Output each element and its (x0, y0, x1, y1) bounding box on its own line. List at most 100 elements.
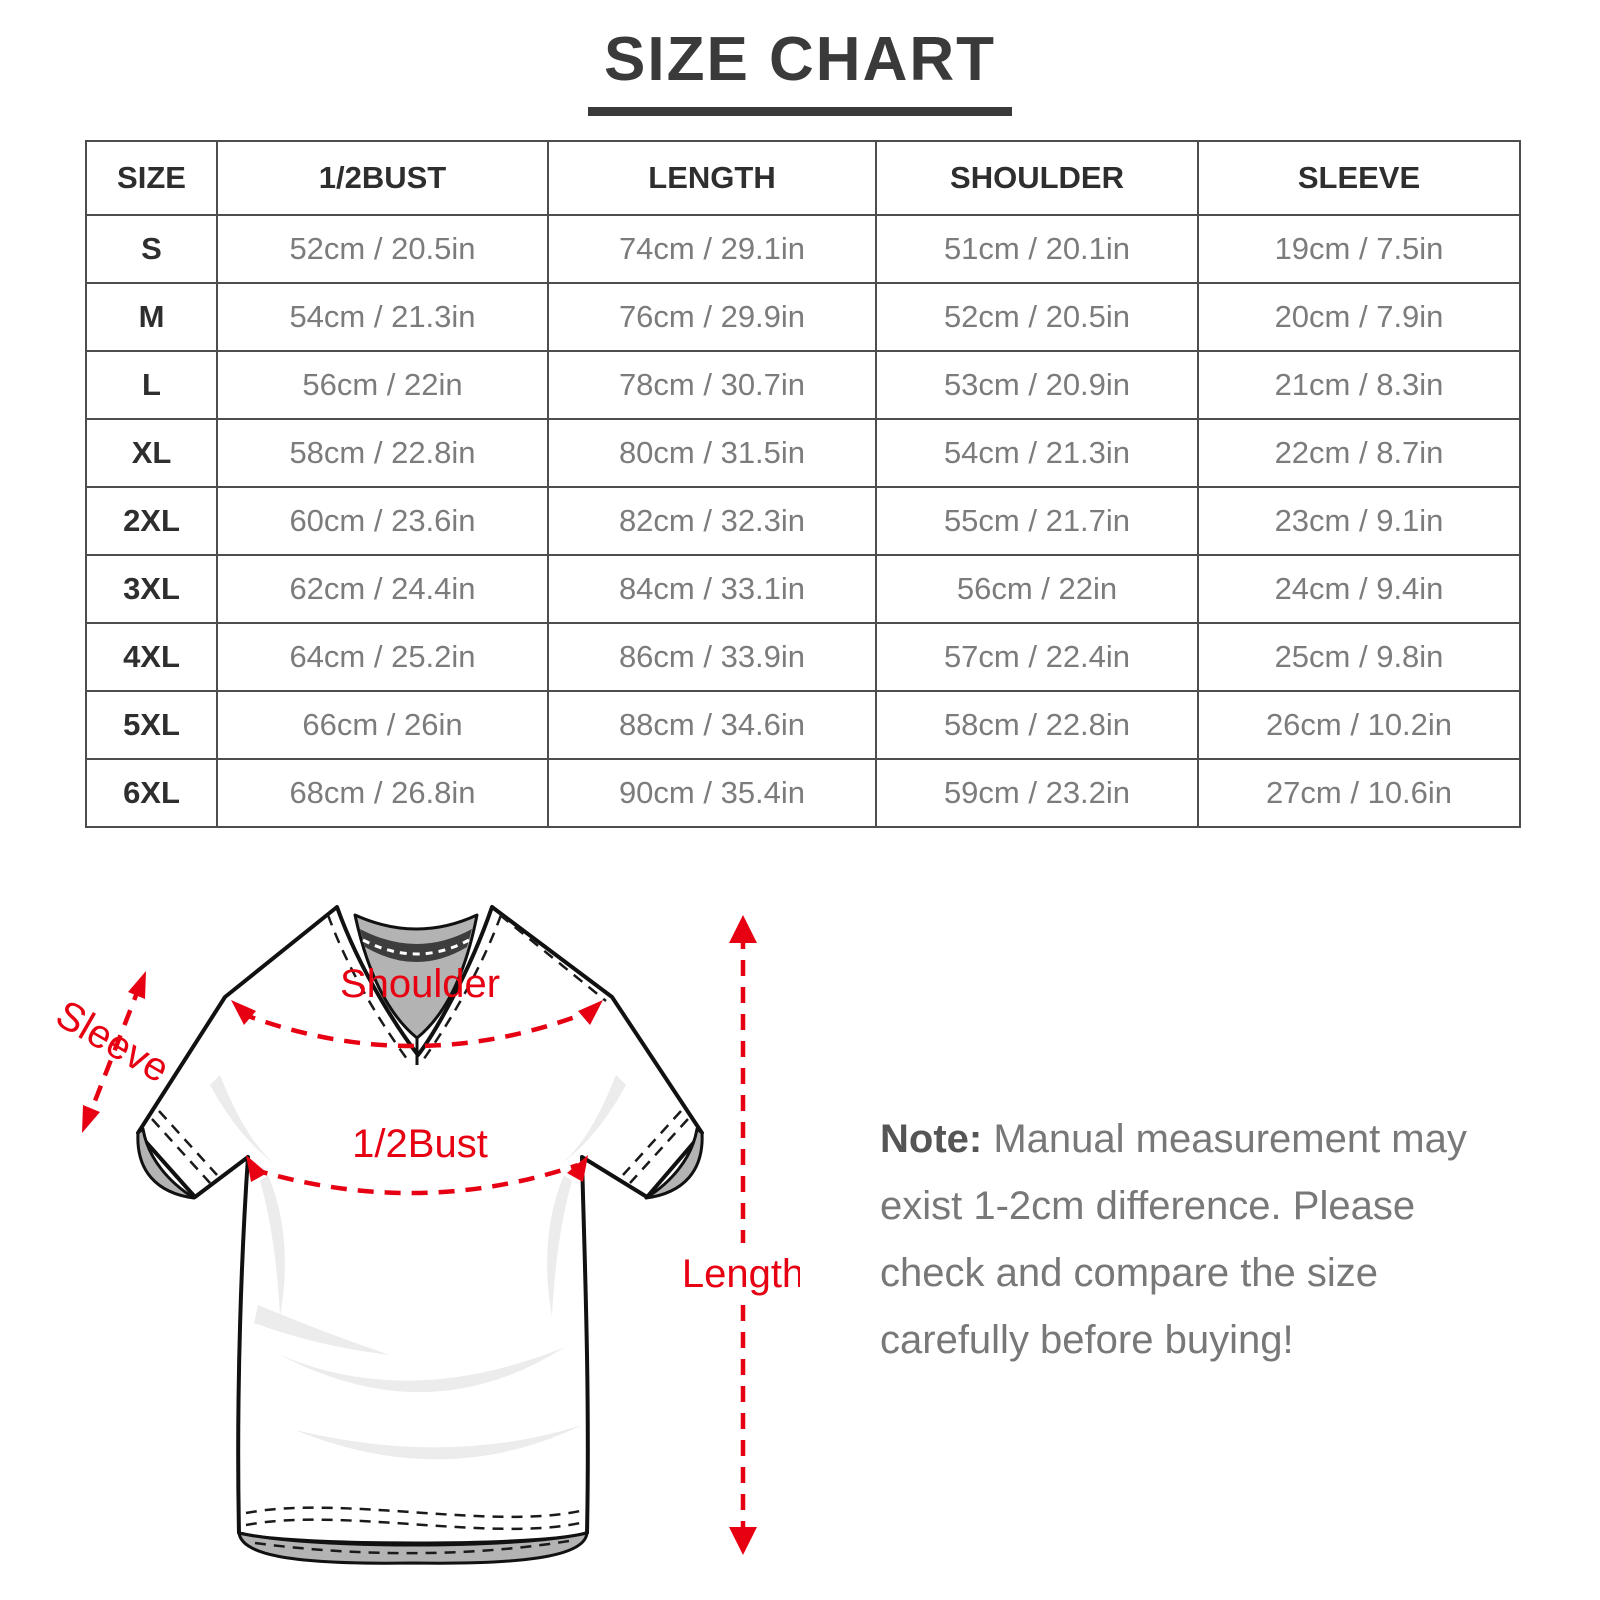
measurement-cell: 64cm / 25.2in (216, 622, 549, 692)
column-header: 1/2BUST (216, 140, 549, 216)
bust-measure-line (251, 1162, 579, 1196)
note-label: Note: (880, 1117, 983, 1161)
measurement-cell: 68cm / 26.8in (216, 758, 549, 828)
sleeve-stitching (622, 1110, 682, 1176)
size-cell: M (85, 282, 218, 352)
page-header: SIZE CHART (0, 24, 1600, 116)
measurement-cell: 80cm / 31.5in (547, 418, 877, 488)
fabric-wrinkle (260, 1175, 285, 1317)
arrowhead (567, 1155, 588, 1182)
bust-label: 1/2Bust (352, 1122, 488, 1166)
measurement-cell: 54cm / 21.3in (216, 282, 549, 352)
measurement-cell: 51cm / 20.1in (875, 214, 1199, 284)
table-row: S 52cm / 20.5in 74cm / 29.1in 51cm / 20.1in… (85, 214, 1521, 284)
fabric-wrinkle (547, 1175, 572, 1317)
arrowhead (578, 1000, 603, 1025)
measurement-cell: 26cm / 10.2in (1197, 690, 1521, 760)
measurement-cell: 66cm / 26in (216, 690, 549, 760)
measurement-cell: 56cm / 22in (216, 350, 549, 420)
table-header-row: SIZE 1/2BUST LENGTH SHOULDER SLEEVE (85, 140, 1521, 216)
column-header: SHOULDER (875, 140, 1199, 216)
measurement-cell: 21cm / 8.3in (1197, 350, 1521, 420)
length-label: Length (682, 1252, 800, 1296)
measurement-cell: 20cm / 7.9in (1197, 282, 1521, 352)
size-cell: 4XL (85, 622, 218, 692)
table-row: 4XL 64cm / 25.2in 86cm / 33.9in 57cm / 22.4… (85, 622, 1521, 692)
column-header: SLEEVE (1197, 140, 1521, 216)
note-paragraph: Note: Manual measurement may exist 1-2cm… (880, 1106, 1480, 1374)
size-cell: 3XL (85, 554, 218, 624)
table-row: L 56cm / 22in 78cm / 30.7in 53cm / 20.9in 21… (85, 350, 1521, 420)
measurement-cell: 54cm / 21.3in (875, 418, 1199, 488)
measurement-cell: 82cm / 32.3in (547, 486, 877, 556)
tshirt-outline (136, 905, 704, 1546)
sleeve-measure-line (85, 984, 143, 1120)
shoulder-label: Shoulder (340, 962, 500, 1006)
fabric-wrinkle (295, 1425, 582, 1460)
hem-stitching (245, 1506, 581, 1519)
fabric-wrinkle (280, 1347, 565, 1393)
measurement-cell: 90cm / 35.4in (547, 758, 877, 828)
collar-tape-stitch (362, 938, 470, 956)
measurement-cell: 24cm / 9.4in (1197, 554, 1521, 624)
measurement-cell: 84cm / 33.1in (547, 554, 877, 624)
hem-stitching (245, 1518, 581, 1531)
arrowhead (246, 1155, 267, 1182)
size-cell: 5XL (85, 690, 218, 760)
column-header: SIZE (85, 140, 218, 216)
measurement-cell: 22cm / 8.7in (1197, 418, 1521, 488)
measurement-cell: 59cm / 23.2in (875, 758, 1199, 828)
size-table: SIZE 1/2BUST LENGTH SHOULDER SLEEVE S 52cm / … (85, 140, 1521, 828)
hem-fold (237, 1531, 589, 1565)
table-row: 6XL 68cm / 26.8in 90cm / 35.4in 59cm / 23.2… (85, 758, 1521, 828)
collar-stitching (326, 914, 412, 1064)
measurement-cell: 60cm / 23.6in (216, 486, 549, 556)
measurement-cell: 25cm / 9.8in (1197, 622, 1521, 692)
table-row: 3XL 62cm / 24.4in 84cm / 33.1in 56cm / 22in… (85, 554, 1521, 624)
sleeve-stitching (629, 1118, 689, 1184)
column-header: LENGTH (547, 140, 877, 216)
arrowhead (729, 915, 757, 943)
arrowhead (231, 1000, 256, 1025)
arrowhead (128, 971, 146, 999)
measurement-cell: 58cm / 22.8in (875, 690, 1199, 760)
size-cell: XL (85, 418, 218, 488)
measurement-cell: 58cm / 22.8in (216, 418, 549, 488)
measurement-cell: 52cm / 20.5in (216, 214, 549, 284)
measurement-cell: 78cm / 30.7in (547, 350, 877, 420)
measurement-cell: 23cm / 9.1in (1197, 486, 1521, 556)
page-title: SIZE CHART (588, 24, 1012, 116)
measurement-cell: 55cm / 21.7in (875, 486, 1199, 556)
measurement-cell: 76cm / 29.9in (547, 282, 877, 352)
table-row: 2XL 60cm / 23.6in 82cm / 32.3in 55cm / 21.7… (85, 486, 1521, 556)
fabric-wrinkle (254, 1305, 390, 1355)
shoulder-seam-stitching (499, 914, 607, 1002)
collar-stitching (419, 914, 503, 1064)
tshirt-measurement-diagram: Shoulder 1/2Bust Sleeve Length (49, 905, 800, 1565)
hem-stitching (254, 1538, 576, 1555)
measurement-cell: 27cm / 10.6in (1197, 758, 1521, 828)
sleeve-label: Sleeve (49, 992, 177, 1091)
sleeve-stitching (151, 1118, 211, 1184)
arrowhead (729, 1527, 757, 1555)
measurement-cell: 19cm / 7.5in (1197, 214, 1521, 284)
fabric-wrinkle (560, 1075, 626, 1165)
measurement-cell: 74cm / 29.1in (547, 214, 877, 284)
fabric-wrinkle (210, 1075, 276, 1165)
measurement-cell: 53cm / 20.9in (875, 350, 1199, 420)
measurement-cell: 86cm / 33.9in (547, 622, 877, 692)
measurement-cell: 88cm / 34.6in (547, 690, 877, 760)
left-cuff (136, 1127, 196, 1200)
measurement-cell: 56cm / 22in (875, 554, 1199, 624)
measurement-cell: 62cm / 24.4in (216, 554, 549, 624)
table-row: M 54cm / 21.3in 76cm / 29.9in 52cm / 20.5in… (85, 282, 1521, 352)
arrowhead (82, 1105, 100, 1133)
sleeve-stitching (158, 1110, 218, 1176)
size-cell: 6XL (85, 758, 218, 828)
size-cell: S (85, 214, 218, 284)
table-row: XL 58cm / 22.8in 80cm / 31.5in 54cm / 21.3i… (85, 418, 1521, 488)
measurement-cell: 57cm / 22.4in (875, 622, 1199, 692)
collar-tape (360, 929, 472, 962)
note-text: Manual measurement may exist 1-2cm diffe… (880, 1117, 1467, 1362)
